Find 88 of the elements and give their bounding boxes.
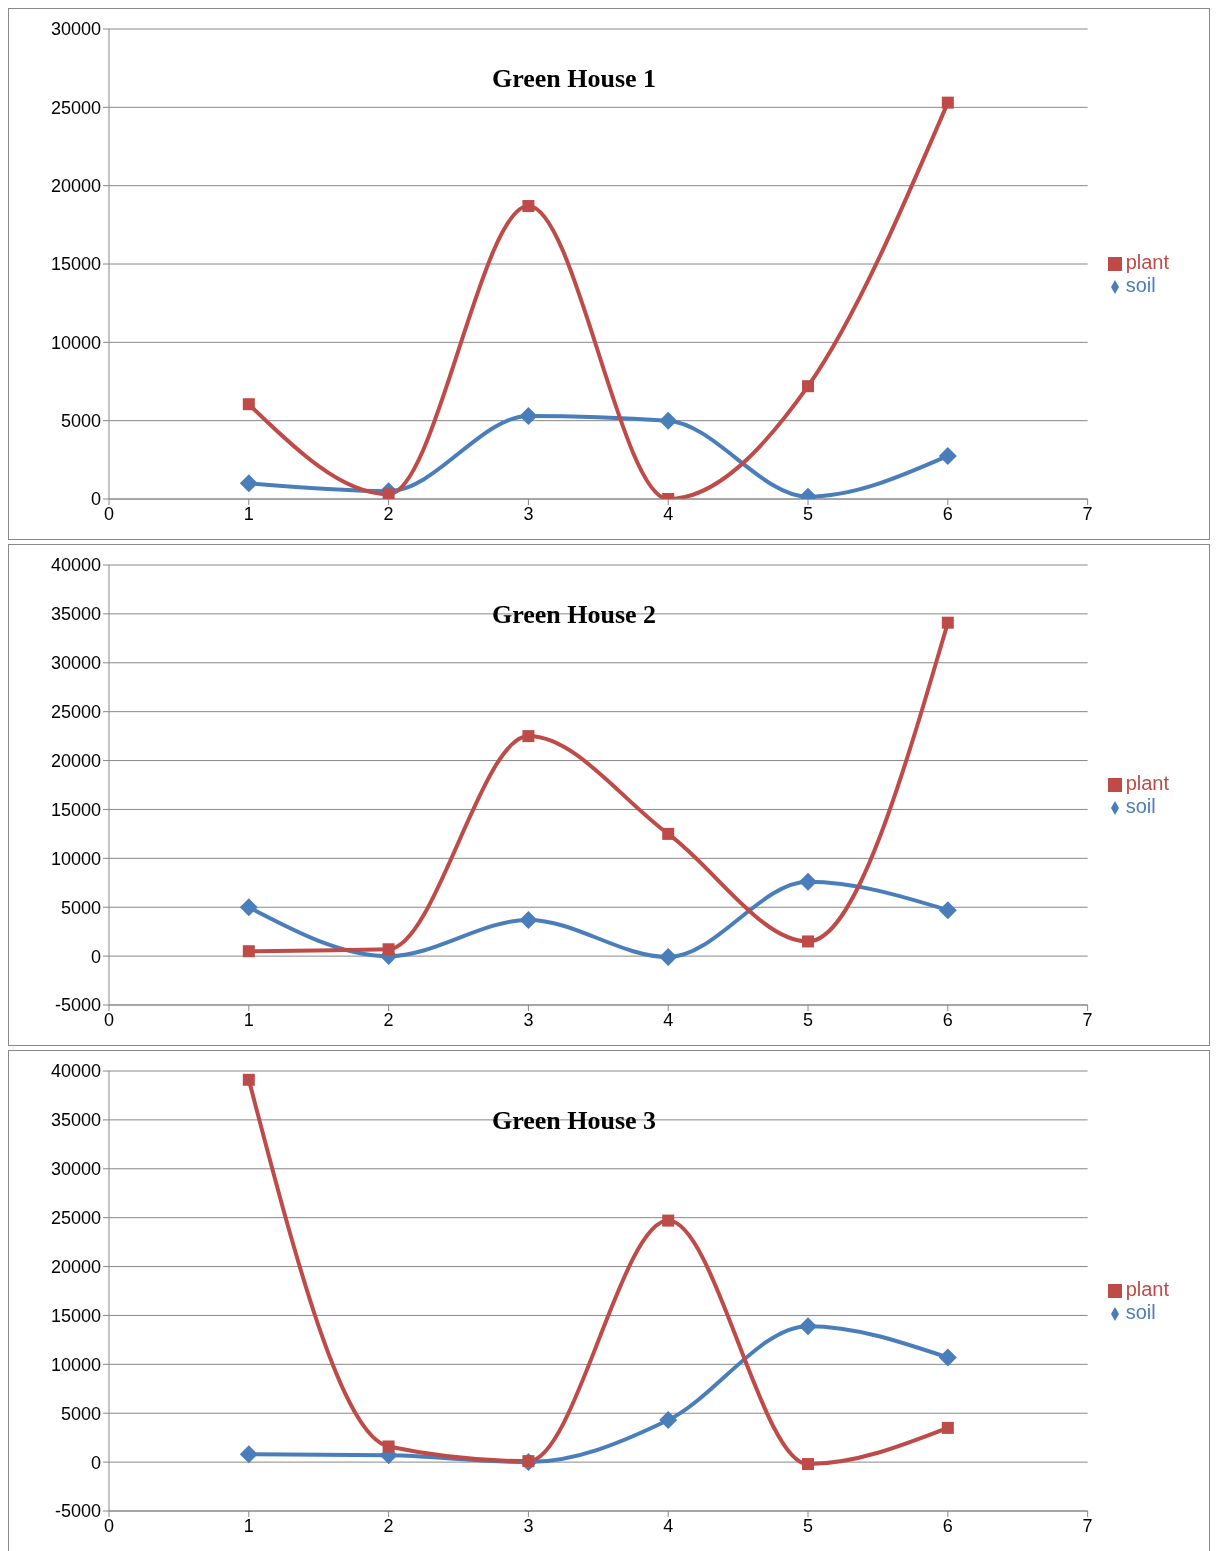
y-tick-label: 20000 xyxy=(50,750,101,771)
y-tick-label: 25000 xyxy=(50,1208,101,1229)
y-tick-label: 35000 xyxy=(50,604,101,625)
point xyxy=(659,948,678,967)
x-tick-label: 5 xyxy=(803,503,814,524)
legend-label: plant xyxy=(1125,772,1169,794)
point xyxy=(938,446,957,465)
text: Green House 2 xyxy=(490,600,658,630)
point xyxy=(239,474,258,493)
point xyxy=(659,411,678,430)
y-tick-label: 10000 xyxy=(50,332,101,353)
point xyxy=(799,1317,818,1336)
x-tick-label: 2 xyxy=(383,503,394,524)
point xyxy=(659,1411,678,1430)
y-tick-label: 40000 xyxy=(50,1061,101,1082)
x-tick-label: 7 xyxy=(1082,1009,1093,1030)
x-tick-label: 5 xyxy=(803,1515,814,1536)
y-tick-label: 15000 xyxy=(50,799,101,820)
point xyxy=(941,1421,954,1434)
point xyxy=(802,380,815,393)
point xyxy=(239,1445,258,1464)
point xyxy=(938,901,957,920)
y-tick-label: 30000 xyxy=(50,653,101,674)
point xyxy=(662,1214,675,1227)
y-tick-label: 30000 xyxy=(50,19,101,40)
y-tick-label: -5000 xyxy=(54,995,101,1016)
x-tick-label: 4 xyxy=(663,1515,674,1536)
y-tick-label: 10000 xyxy=(50,1354,101,1375)
x-tick-label: 6 xyxy=(942,1515,953,1536)
x-tick-label: 1 xyxy=(243,1515,254,1536)
x-tick-label: 6 xyxy=(942,1009,953,1030)
legend-label: plant xyxy=(1125,251,1169,273)
x-tick-label: 5 xyxy=(803,1009,814,1030)
y-tick-label: 25000 xyxy=(50,702,101,723)
y-tick-label: 5000 xyxy=(60,411,101,432)
point xyxy=(519,910,538,929)
x-tick-label: 0 xyxy=(103,1009,115,1030)
x-tick-label: 7 xyxy=(1082,1515,1093,1536)
point xyxy=(382,1440,395,1453)
y-tick-label: -5000 xyxy=(54,1501,101,1522)
point xyxy=(242,1073,255,1086)
point xyxy=(519,406,538,425)
y-tick-label: 10000 xyxy=(50,848,101,869)
y-tick-label: 20000 xyxy=(50,1256,101,1277)
y-tick-label: 5000 xyxy=(60,897,101,918)
y-tick-label: 15000 xyxy=(50,1305,101,1326)
x-tick-label: 4 xyxy=(663,1009,674,1030)
y-tick-label: 30000 xyxy=(50,1159,101,1180)
point xyxy=(662,827,675,840)
legend-label: soil xyxy=(1125,1301,1156,1323)
x-tick-label: 6 xyxy=(942,503,953,524)
x-tick-label: 0 xyxy=(103,1515,115,1536)
point xyxy=(938,1348,957,1367)
y-tick-label: 25000 xyxy=(50,97,101,118)
x-tick-label: 3 xyxy=(523,503,534,524)
y-tick-label: 40000 xyxy=(50,555,101,576)
y-tick-label: 15000 xyxy=(50,254,101,275)
y-tick-label: 0 xyxy=(90,1452,101,1473)
x-tick-label: 4 xyxy=(663,503,674,524)
x-tick-label: 1 xyxy=(243,1009,254,1030)
text: Green House 3 xyxy=(490,1106,658,1136)
point xyxy=(242,945,255,958)
point xyxy=(522,730,535,743)
x-tick-label: 7 xyxy=(1082,503,1093,524)
y-tick-label: 0 xyxy=(90,489,101,510)
point xyxy=(941,616,954,629)
point xyxy=(941,96,954,109)
point xyxy=(522,200,535,213)
y-tick-label: 20000 xyxy=(50,176,101,197)
legend-label: plant xyxy=(1125,1278,1169,1300)
x-tick-label: 1 xyxy=(243,503,254,524)
x-tick-label: 2 xyxy=(383,1515,394,1536)
point xyxy=(242,398,255,411)
point xyxy=(802,1458,815,1471)
point xyxy=(802,935,815,948)
legend-label: soil xyxy=(1125,795,1156,817)
point xyxy=(239,898,258,917)
x-tick-label: 3 xyxy=(523,1009,534,1030)
y-tick-label: 5000 xyxy=(60,1403,101,1424)
x-tick-label: 0 xyxy=(103,503,115,524)
point xyxy=(382,943,395,956)
x-tick-label: 3 xyxy=(523,1515,534,1536)
legend-label: soil xyxy=(1125,274,1156,296)
point xyxy=(382,488,395,499)
y-tick-label: 0 xyxy=(90,946,101,967)
x-tick-label: 2 xyxy=(383,1009,394,1030)
y-tick-label: 35000 xyxy=(50,1110,101,1131)
text: Green House 1 xyxy=(490,64,658,94)
